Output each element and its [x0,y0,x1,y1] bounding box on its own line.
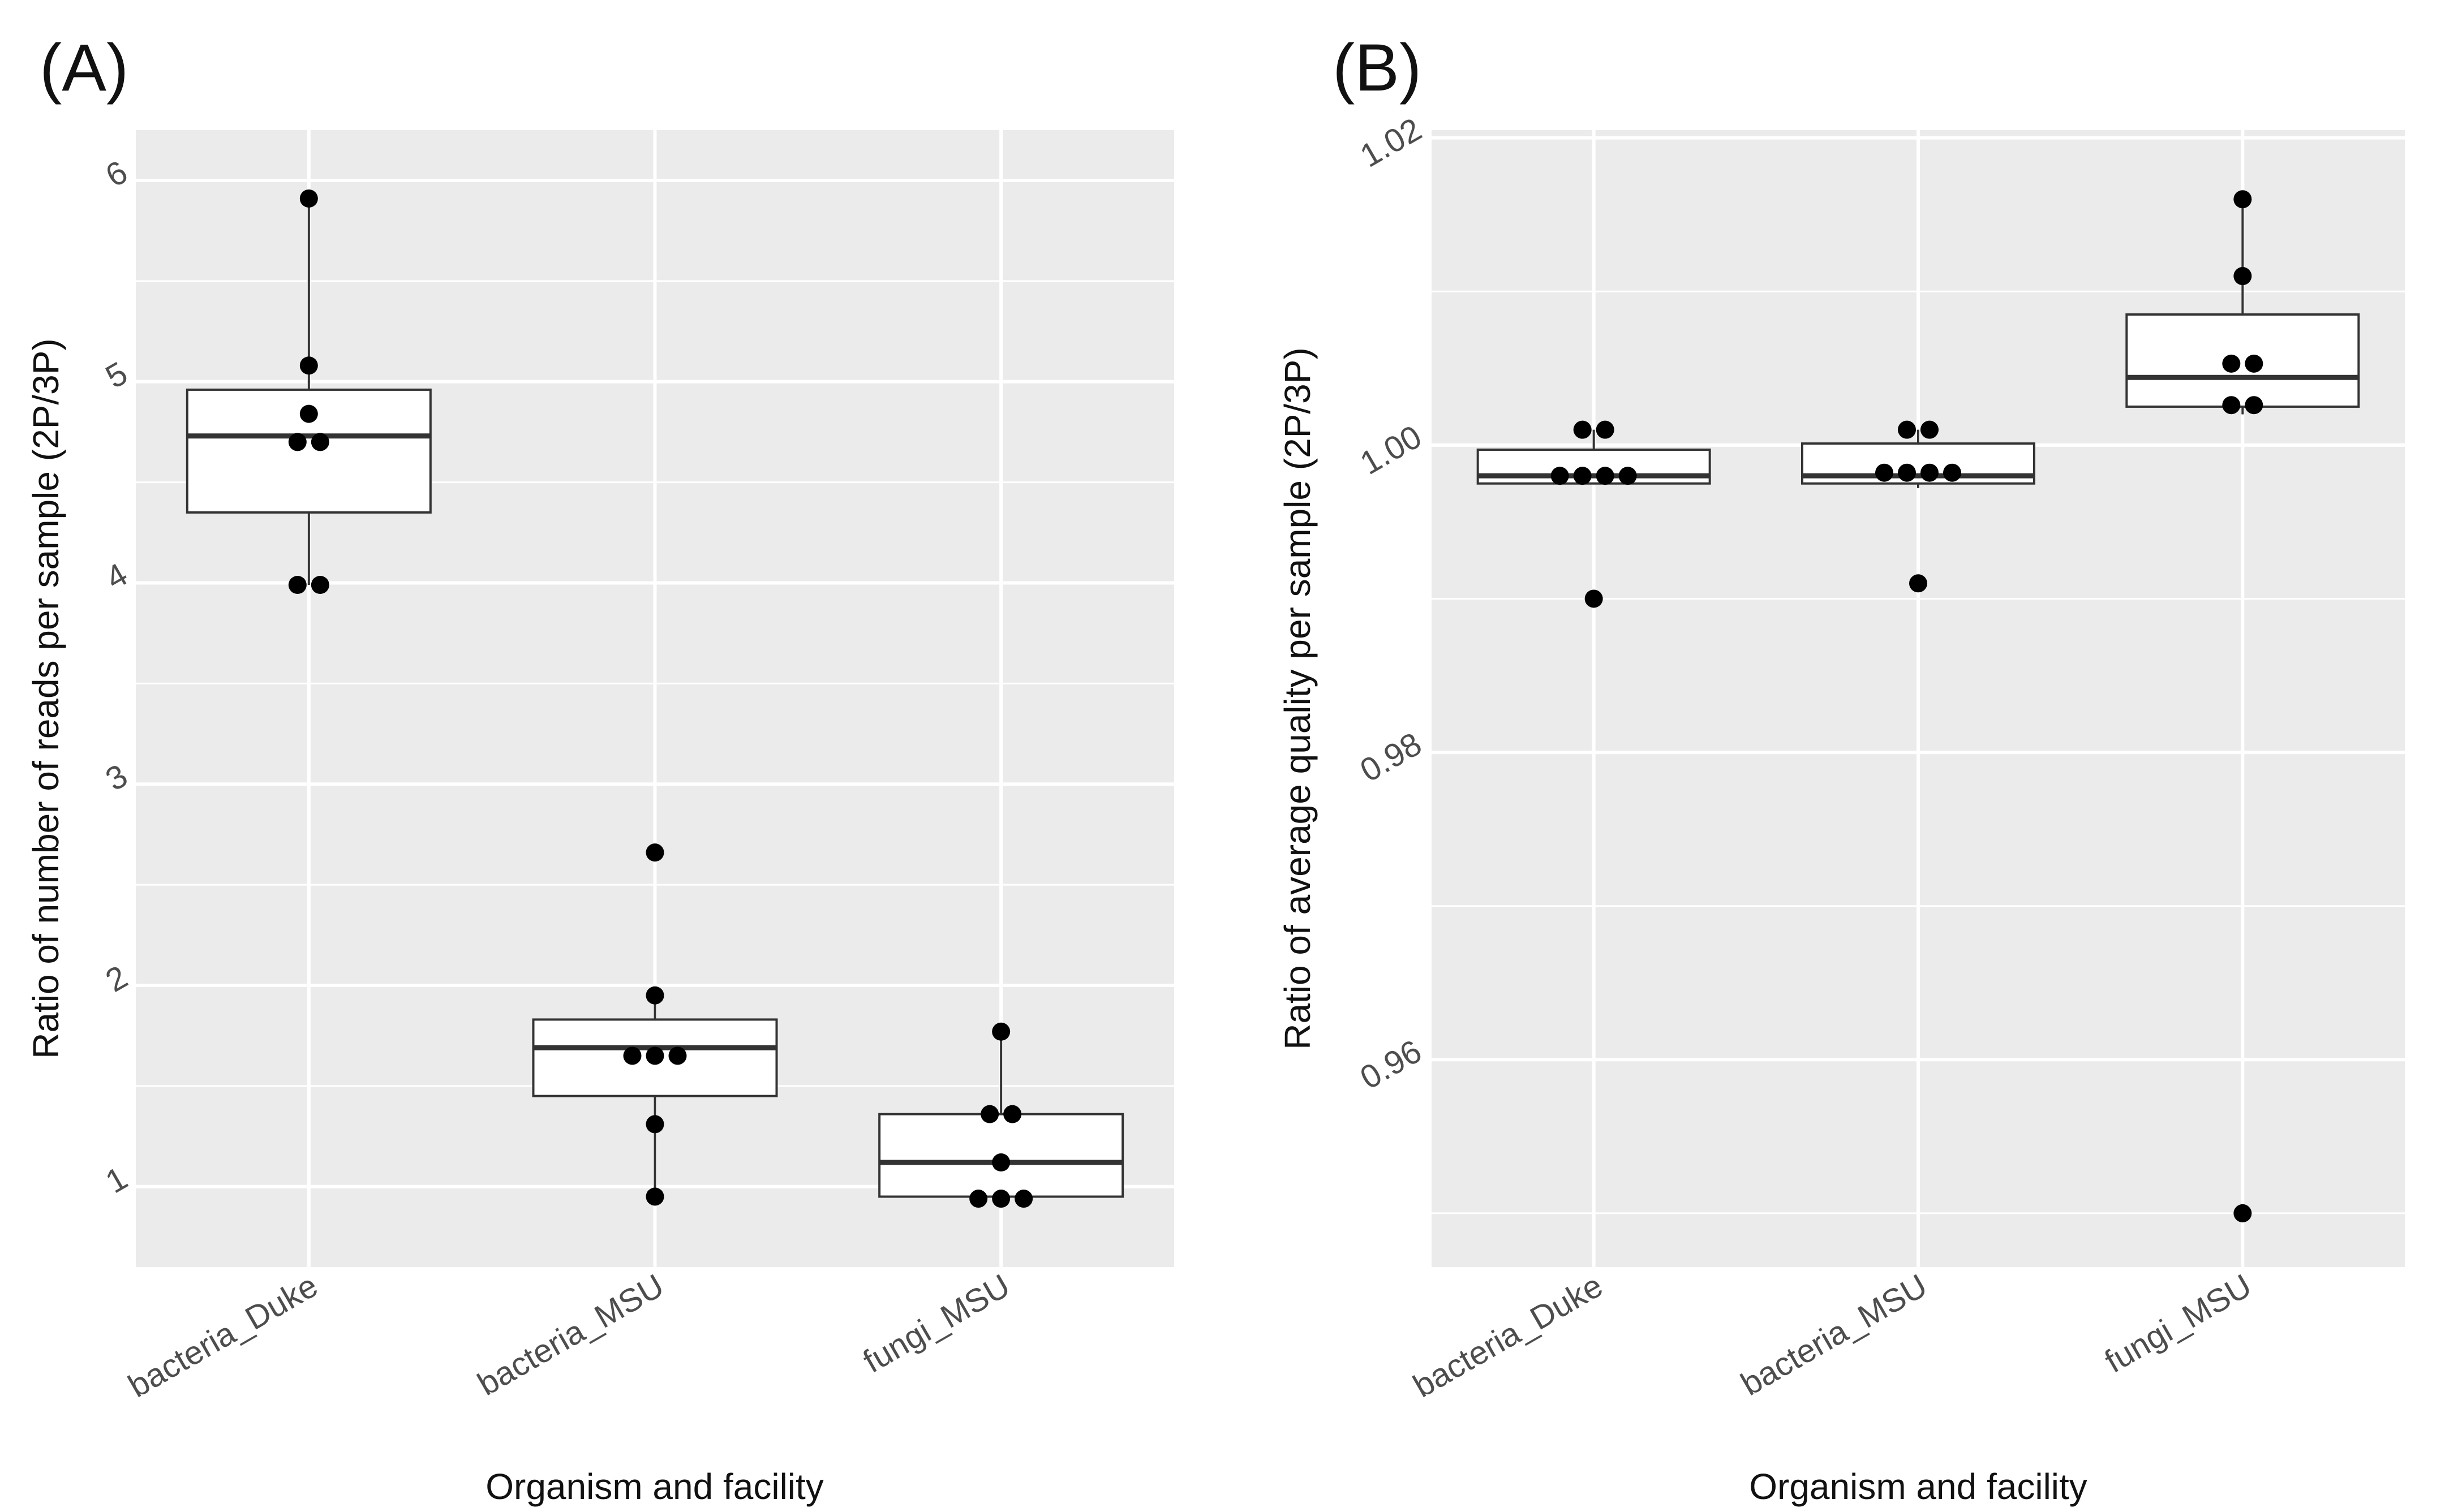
data-point [992,1190,1011,1208]
data-point [311,576,329,594]
x-tick-label: bacteria_MSU [471,1267,670,1403]
y-tick-label: 2 [100,958,134,999]
y-tick-label: 0.96 [1354,1033,1428,1097]
y-tick-labels-a: 1 2 3 4 5 6 [100,153,134,1200]
data-point [1015,1190,1033,1208]
panel-a-label: (A) [40,31,128,105]
data-point [2222,354,2241,373]
data-point [646,1115,664,1134]
data-point [1943,463,1961,482]
data-point [2233,190,2252,209]
data-point [1618,467,1637,485]
data-point [1875,463,1893,482]
data-point [1573,467,1592,485]
panel-b-label: (B) [1333,31,1421,105]
data-point [623,1046,642,1065]
x-tick-label: fungi_MSU [2099,1267,2258,1380]
data-point [646,1187,664,1206]
data-point [668,1046,687,1065]
x-tick-labels-a: bacteria_Duke bacteria_MSU fungi_MSU [122,1267,1016,1405]
x-tick-label: bacteria_MSU [1735,1267,1933,1403]
y-axis-title-b: Ratio of average quality per sample (2P/… [1277,347,1318,1050]
data-point [2233,1204,2252,1222]
data-point [2222,396,2241,415]
panel-a: (A) 1 2 3 4 5 6 bacteria_Duke bacteria_MSU fung… [25,31,1174,1507]
data-point [2233,267,2252,286]
data-point [1909,574,1927,593]
data-point [2245,396,2263,415]
box-bacteria_MSU [532,1018,778,1097]
x-tick-label: fungi_MSU [857,1267,1016,1380]
data-point [992,1153,1011,1172]
y-tick-label: 1.00 [1354,418,1428,482]
y-tick-label: 1.02 [1354,111,1428,175]
data-point [288,433,307,451]
data-point [969,1190,988,1208]
data-point [1573,420,1592,439]
boxplot-marks-b [1476,190,2360,1222]
data-point [2245,354,2263,373]
boxplot-marks-a [186,189,1124,1208]
box-fungi_MSU [2125,313,2360,408]
data-point [1920,420,1939,439]
y-tick-labels-b: 0.96 0.98 1.00 1.02 [1354,111,1428,1096]
data-point [1596,420,1614,439]
box-bacteria_Duke [1476,448,1711,485]
data-point [1596,467,1614,485]
data-point [288,576,307,594]
data-point [299,356,318,375]
y-axis-title-a: Ratio of number of reads per sample (2P/… [25,338,66,1059]
y-tick-label: 0.98 [1354,725,1428,789]
data-point [1584,589,1603,608]
x-tick-labels-b: bacteria_Duke bacteria_MSU fungi_MSU [1407,1267,2258,1405]
panel-b: (B) 0.960.981.001.02 bacteria_Duke bacter… [1277,31,2405,1507]
data-point [311,433,329,451]
y-tick-label: 5 [100,355,134,395]
data-point [646,1046,664,1065]
x-tick-label: bacteria_Duke [122,1267,324,1405]
data-point [992,1022,1011,1041]
y-tick-label: 6 [100,153,134,194]
data-point [1898,463,1916,482]
data-point [646,843,664,862]
data-point [299,189,318,208]
x-tick-label: bacteria_Duke [1407,1267,1609,1405]
data-point [646,986,664,1005]
x-axis-title-b: Organism and facility [1749,1466,2087,1507]
y-tick-label: 1 [100,1160,134,1200]
data-point [299,404,318,423]
data-point [1550,467,1569,485]
data-point [1003,1105,1022,1123]
y-tick-label: 4 [100,556,134,597]
data-point [1898,420,1916,439]
x-axis-title-a: Organism and facility [485,1466,824,1507]
data-point [1920,463,1939,482]
data-point [981,1105,999,1123]
y-tick-label: 3 [100,757,134,798]
